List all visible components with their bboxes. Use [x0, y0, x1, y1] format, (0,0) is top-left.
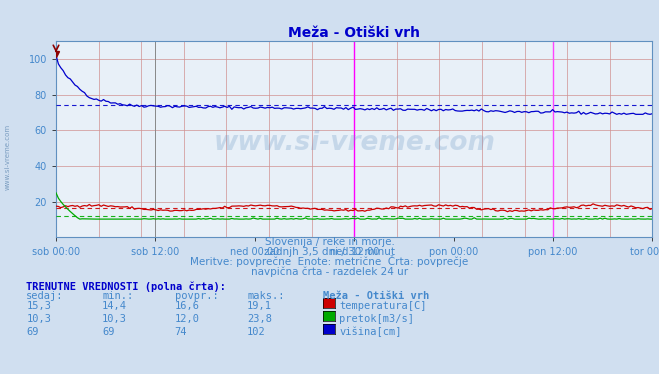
Text: temperatura[C]: temperatura[C] — [339, 301, 427, 310]
Text: 74: 74 — [175, 327, 187, 337]
Text: 19,1: 19,1 — [247, 301, 272, 310]
Text: navpična črta - razdelek 24 ur: navpična črta - razdelek 24 ur — [251, 267, 408, 277]
Text: 69: 69 — [26, 327, 39, 337]
Text: Meža - Otiški vrh: Meža - Otiški vrh — [323, 291, 429, 301]
Text: povpr.:: povpr.: — [175, 291, 218, 301]
Text: 102: 102 — [247, 327, 266, 337]
Text: maks.:: maks.: — [247, 291, 285, 301]
Text: 10,3: 10,3 — [102, 314, 127, 324]
Text: 15,3: 15,3 — [26, 301, 51, 310]
Text: TRENUTNE VREDNOSTI (polna črta):: TRENUTNE VREDNOSTI (polna črta): — [26, 281, 226, 292]
Text: zadnjh 3,5 dni / 30 minut: zadnjh 3,5 dni / 30 minut — [264, 247, 395, 257]
Text: min.:: min.: — [102, 291, 133, 301]
Text: pretok[m3/s]: pretok[m3/s] — [339, 314, 415, 324]
Text: 14,4: 14,4 — [102, 301, 127, 310]
Text: višina[cm]: višina[cm] — [339, 327, 402, 337]
Text: Slovenija / reke in morje.: Slovenija / reke in morje. — [264, 237, 395, 247]
Text: www.si-vreme.com: www.si-vreme.com — [214, 130, 495, 156]
Text: www.si-vreme.com: www.si-vreme.com — [5, 124, 11, 190]
Text: 16,6: 16,6 — [175, 301, 200, 310]
Text: 10,3: 10,3 — [26, 314, 51, 324]
Text: Meritve: povprečne  Enote: metrične  Črta: povprečje: Meritve: povprečne Enote: metrične Črta:… — [190, 255, 469, 267]
Text: 69: 69 — [102, 327, 115, 337]
Text: 12,0: 12,0 — [175, 314, 200, 324]
Text: sedaj:: sedaj: — [26, 291, 64, 301]
Title: Meža - Otiški vrh: Meža - Otiški vrh — [288, 26, 420, 40]
Text: 23,8: 23,8 — [247, 314, 272, 324]
